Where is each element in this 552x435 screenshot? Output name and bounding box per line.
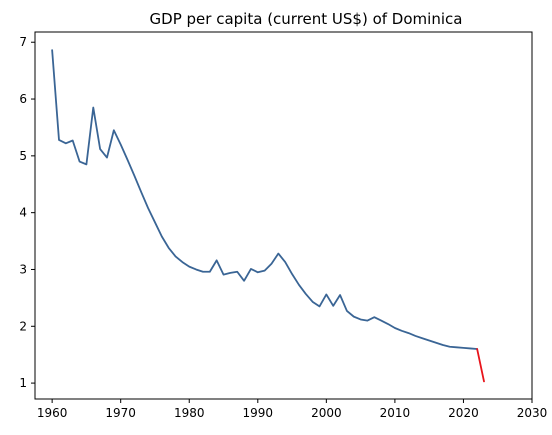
y-axis: 1 2 3 4 5 6 7: [19, 35, 35, 390]
series-line-0: [51, 49, 479, 350]
x-tick-label: 2010: [380, 406, 411, 420]
y-tick-label: 5: [19, 149, 27, 163]
x-tick-label: 2020: [448, 406, 479, 420]
y-tick-label: 6: [19, 92, 27, 106]
chart-title: GDP per capita (current US$) of Dominica: [150, 10, 463, 28]
series-layer: [51, 49, 485, 383]
x-tick-label: 1980: [174, 406, 205, 420]
x-tick-label: 2000: [311, 406, 342, 420]
x-axis: 1960 1970 1980 1990 2000 2010 2020 2030: [37, 399, 547, 420]
x-tick-label: 1970: [105, 406, 136, 420]
y-tick-label: 7: [19, 35, 27, 49]
y-tick-label: 2: [19, 319, 27, 333]
y-tick-label: 3: [19, 262, 27, 276]
plot-frame: [34, 31, 533, 400]
series-line-1: [476, 348, 485, 383]
x-tick-label: 1960: [37, 406, 68, 420]
y-tick-label: 1: [19, 376, 27, 390]
y-tick-label: 4: [19, 206, 27, 220]
x-tick-label: 2030: [517, 406, 548, 420]
x-tick-label: 1990: [243, 406, 274, 420]
